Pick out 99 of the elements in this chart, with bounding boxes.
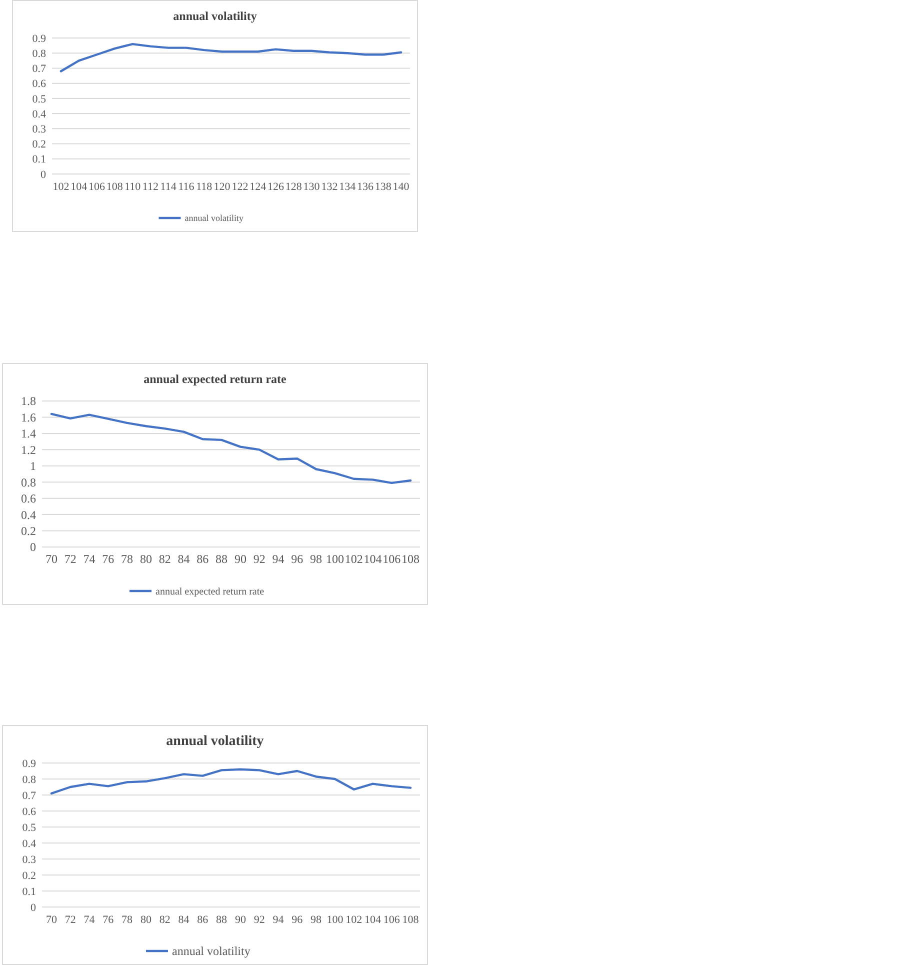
x-tick-label: 80 bbox=[140, 914, 152, 926]
x-tick-label: 76 bbox=[102, 914, 114, 926]
x-tick-label: 86 bbox=[196, 552, 209, 566]
y-tick-label: 1.4 bbox=[21, 426, 36, 441]
y-tick-label: 0.6 bbox=[21, 492, 36, 506]
x-tick-label: 76 bbox=[102, 552, 114, 566]
x-tick-label: 106 bbox=[382, 552, 401, 566]
x-tick-label: 94 bbox=[272, 914, 284, 926]
y-tick-label: 0.1 bbox=[32, 154, 46, 166]
x-tick-label: 78 bbox=[121, 552, 134, 566]
y-tick-label: 0.8 bbox=[21, 475, 36, 490]
x-tick-label: 74 bbox=[84, 914, 96, 926]
x-tick-label: 112 bbox=[142, 181, 158, 193]
line-series bbox=[60, 42, 402, 72]
y-tick-label: 0.9 bbox=[22, 758, 36, 770]
y-tick-label: 0.2 bbox=[32, 138, 46, 151]
y-tick-label: 0.1 bbox=[22, 886, 36, 898]
x-tick-label: 132 bbox=[321, 181, 338, 193]
x-tick-label: 140 bbox=[392, 181, 410, 193]
y-tick-label: 1.2 bbox=[21, 442, 36, 457]
y-tick-label: 0.2 bbox=[21, 524, 36, 538]
y-tick-label: 1.6 bbox=[21, 410, 36, 424]
x-tick-label: 124 bbox=[250, 181, 267, 193]
x-tick-label: 84 bbox=[178, 552, 190, 566]
y-tick-label: 0.3 bbox=[22, 854, 36, 866]
x-tick-label: 122 bbox=[232, 181, 248, 193]
y-tick-label: 0.5 bbox=[32, 93, 46, 106]
y-tick-label: 0 bbox=[30, 902, 36, 914]
x-tick-label: 108 bbox=[106, 181, 124, 193]
x-tick-label: 70 bbox=[46, 914, 58, 926]
y-tick-label: 0.6 bbox=[22, 806, 36, 818]
y-tick-label: 0.9 bbox=[32, 32, 46, 45]
chart-title: annual volatility bbox=[173, 9, 257, 23]
x-tick-label: 116 bbox=[178, 181, 195, 193]
x-tick-label: 100 bbox=[326, 552, 344, 566]
y-tick-label: 0.4 bbox=[21, 508, 36, 522]
x-tick-label: 104 bbox=[364, 914, 382, 926]
x-tick-label: 104 bbox=[364, 552, 382, 566]
x-tick-label: 110 bbox=[124, 181, 142, 193]
y-tick-label: 0.3 bbox=[32, 124, 46, 136]
x-tick-label: 90 bbox=[234, 914, 246, 926]
x-tick-label: 86 bbox=[197, 914, 209, 926]
x-tick-label: 80 bbox=[140, 552, 152, 566]
x-tick-label: 136 bbox=[357, 181, 374, 193]
x-tick-label: 106 bbox=[88, 181, 106, 193]
x-tick-label: 92 bbox=[253, 552, 266, 566]
x-tick-label: 104 bbox=[70, 181, 88, 193]
x-tick-label: 98 bbox=[310, 552, 322, 566]
x-tick-label: 78 bbox=[122, 914, 134, 926]
x-tick-label: 108 bbox=[402, 914, 420, 926]
legend-label: annual expected return rate bbox=[156, 586, 265, 598]
chart-title: annual expected return rate bbox=[144, 372, 288, 386]
y-tick-label: 0.6 bbox=[32, 78, 46, 90]
y-tick-label: 0.7 bbox=[22, 790, 36, 802]
x-tick-label: 98 bbox=[310, 914, 322, 926]
x-tick-label: 82 bbox=[158, 552, 171, 566]
x-tick-label: 138 bbox=[374, 181, 392, 193]
x-tick-label: 92 bbox=[254, 914, 265, 926]
y-tick-label: 0.4 bbox=[32, 108, 46, 120]
x-tick-label: 108 bbox=[402, 552, 420, 566]
x-tick-label: 102 bbox=[346, 914, 362, 926]
x-tick-label: 102 bbox=[52, 181, 70, 193]
x-tick-label: 96 bbox=[292, 914, 304, 926]
x-tick-label: 114 bbox=[160, 181, 177, 193]
y-tick-label: 1.8 bbox=[21, 394, 36, 408]
y-tick-label: 0.2 bbox=[22, 870, 36, 882]
x-tick-label: 72 bbox=[64, 914, 76, 926]
x-tick-label: 70 bbox=[45, 552, 58, 566]
x-tick-label: 106 bbox=[383, 914, 400, 926]
x-tick-label: 82 bbox=[159, 914, 170, 926]
x-tick-label: 118 bbox=[196, 181, 213, 193]
x-tick-label: 96 bbox=[291, 552, 304, 566]
x-tick-label: 130 bbox=[303, 181, 320, 193]
x-tick-label: 100 bbox=[326, 914, 344, 926]
x-tick-label: 90 bbox=[234, 552, 246, 566]
y-tick-label: 0 bbox=[30, 540, 36, 554]
line-series bbox=[50, 768, 412, 794]
x-tick-label: 102 bbox=[344, 552, 363, 566]
y-tick-label: 0 bbox=[40, 168, 46, 181]
x-tick-label: 94 bbox=[272, 552, 284, 566]
y-tick-label: 0.5 bbox=[22, 822, 36, 834]
x-tick-label: 88 bbox=[216, 914, 228, 926]
chart-title: annual volatility bbox=[166, 734, 264, 749]
y-tick-label: 0.8 bbox=[22, 774, 36, 786]
x-tick-label: 120 bbox=[214, 181, 231, 193]
y-tick-label: 0.7 bbox=[32, 63, 46, 76]
legend-label: annual volatility bbox=[184, 213, 244, 224]
x-tick-label: 88 bbox=[216, 552, 228, 566]
x-tick-label: 128 bbox=[285, 181, 302, 193]
y-tick-label: 1 bbox=[30, 459, 36, 474]
x-tick-label: 74 bbox=[83, 552, 96, 566]
x-tick-label: 84 bbox=[178, 914, 190, 926]
legend-label: annual volatility bbox=[172, 944, 250, 958]
x-tick-label: 134 bbox=[339, 181, 356, 193]
line-series bbox=[50, 412, 412, 484]
x-tick-label: 126 bbox=[268, 181, 284, 193]
x-tick-label: 72 bbox=[64, 552, 76, 566]
y-tick-label: 0.4 bbox=[22, 838, 36, 850]
y-tick-label: 0.8 bbox=[32, 48, 46, 60]
